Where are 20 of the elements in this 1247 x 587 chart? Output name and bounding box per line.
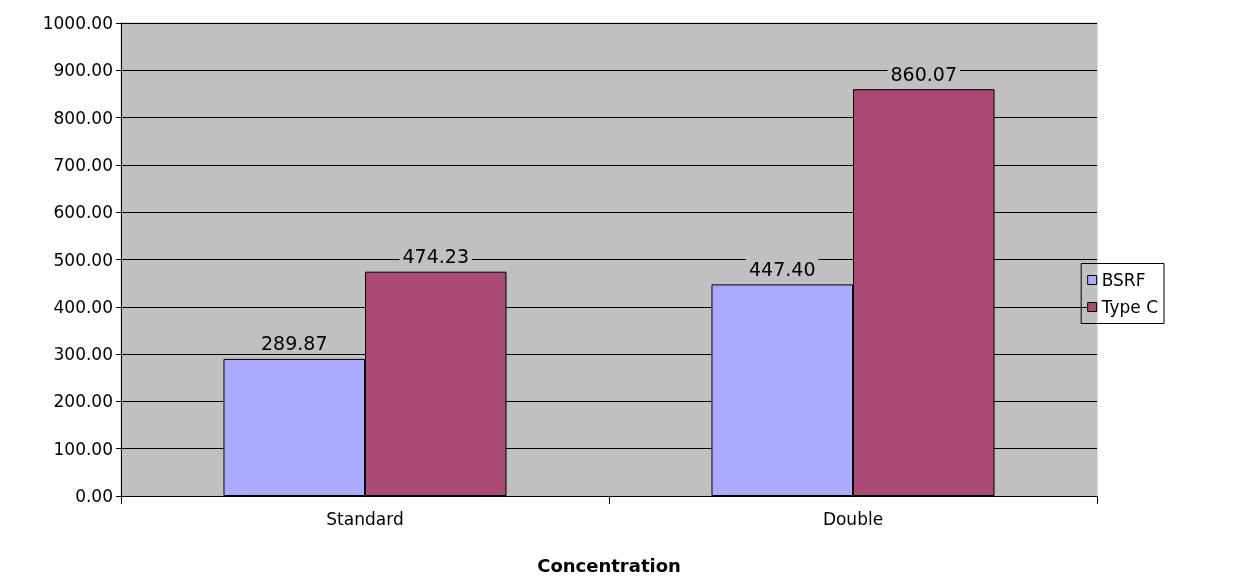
y-tick-label: 300.00 [53, 344, 113, 365]
y-tick-label: 0.00 [75, 486, 113, 506]
y-tick-label: 100.00 [53, 438, 113, 459]
y-tick-label: 200.00 [53, 391, 113, 412]
data-label: 474.23 [402, 245, 469, 268]
data-label: 289.87 [261, 332, 328, 355]
data-label: 447.40 [749, 257, 816, 280]
legend-label: Type C [1100, 297, 1159, 317]
x-tick-label: Double [822, 508, 884, 529]
x-tick-label: Standard [326, 508, 404, 529]
x-axis-title: Concentration [537, 554, 681, 576]
y-tick-label: 600.00 [53, 202, 113, 223]
y-tick-label: 900.00 [53, 60, 113, 81]
y-tick-label: 500.00 [53, 249, 113, 270]
y-tick-label: 1000.00 [42, 13, 113, 33]
y-tick-label: 700.00 [53, 154, 113, 175]
legend-label: BSRF [1101, 270, 1146, 290]
y-tick-label: 400.00 [53, 296, 113, 317]
y-tick-label: 800.00 [53, 107, 113, 128]
data-label: 860.07 [890, 62, 957, 85]
